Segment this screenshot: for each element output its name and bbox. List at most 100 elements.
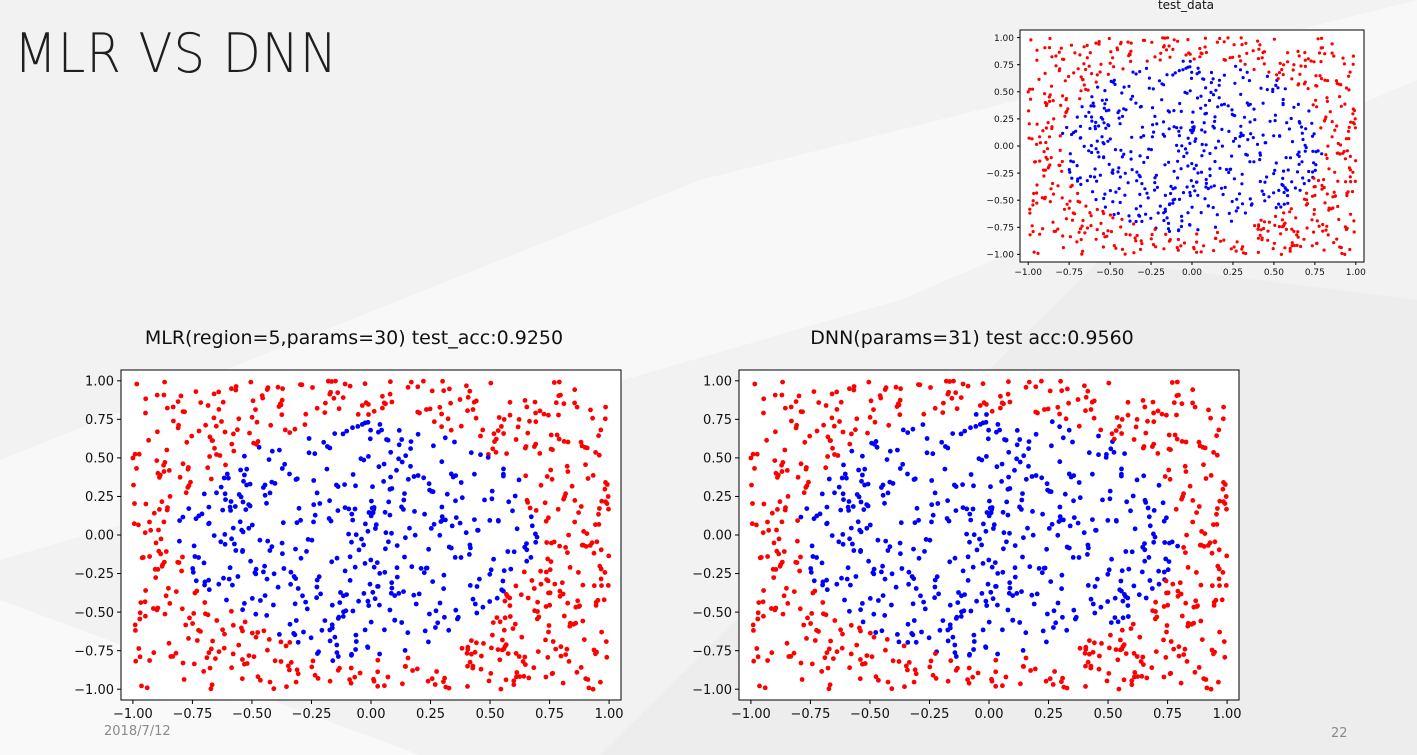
- data-point-inner: [350, 472, 356, 477]
- data-point-inner: [865, 503, 871, 509]
- data-point-outer: [207, 665, 213, 671]
- data-point-outer: [798, 660, 804, 666]
- data-point-outer: [205, 465, 211, 471]
- data-point-inner: [1046, 526, 1052, 531]
- data-point-outer: [853, 427, 858, 433]
- data-point-outer: [1101, 209, 1105, 213]
- data-point-inner: [889, 571, 895, 577]
- data-point-inner: [367, 436, 373, 442]
- data-point-outer: [1087, 651, 1092, 657]
- data-point-outer: [298, 382, 303, 387]
- data-point-inner: [347, 578, 353, 583]
- data-point-outer: [1035, 58, 1039, 62]
- y-tick-label: 0.00: [994, 142, 1014, 152]
- data-point-outer: [1142, 404, 1148, 410]
- data-point-outer: [159, 499, 165, 505]
- data-point-inner: [264, 576, 270, 582]
- data-point-outer: [1089, 214, 1093, 218]
- data-point-inner: [407, 525, 412, 531]
- data-point-outer: [757, 683, 762, 689]
- data-point-inner: [1023, 630, 1029, 636]
- data-point-outer: [1172, 432, 1178, 438]
- data-point-inner: [377, 602, 382, 608]
- data-point-outer: [769, 510, 775, 516]
- data-point-outer: [598, 427, 604, 433]
- data-point-outer: [553, 646, 559, 652]
- data-point-outer: [1216, 427, 1222, 433]
- data-point-outer: [1111, 216, 1115, 220]
- data-point-outer: [473, 415, 479, 421]
- data-point-inner: [294, 520, 300, 526]
- data-point-inner: [1123, 193, 1127, 197]
- data-point-outer: [1239, 36, 1243, 40]
- data-point-inner: [1117, 166, 1121, 170]
- data-point-inner: [1033, 431, 1039, 437]
- data-point-outer: [1332, 54, 1336, 58]
- data-point-outer: [960, 381, 966, 387]
- data-point-outer: [1044, 126, 1048, 130]
- data-point-outer: [1068, 199, 1072, 203]
- data-point-outer: [1139, 239, 1143, 243]
- data-point-outer: [465, 644, 471, 650]
- data-point-inner: [1134, 219, 1138, 224]
- data-point-outer: [155, 567, 161, 572]
- data-point-outer: [177, 474, 183, 480]
- data-point-outer: [312, 672, 318, 678]
- data-point-inner: [383, 530, 389, 536]
- data-point-inner: [1272, 191, 1276, 195]
- data-point-inner: [269, 544, 275, 550]
- data-point-outer: [1000, 683, 1005, 689]
- data-point-outer: [848, 622, 854, 628]
- data-point-outer: [1059, 103, 1063, 107]
- data-point-outer: [771, 575, 777, 580]
- data-point-outer: [1315, 105, 1319, 109]
- data-point-outer: [302, 422, 308, 427]
- data-point-outer: [532, 399, 538, 405]
- data-point-outer: [142, 599, 148, 605]
- data-point-outer: [1060, 159, 1064, 164]
- data-point-outer: [574, 669, 580, 675]
- data-point-outer: [1090, 649, 1096, 655]
- data-point-inner: [1123, 549, 1129, 554]
- data-point-inner: [841, 497, 846, 502]
- data-point-outer: [1051, 192, 1056, 196]
- data-point-inner: [1102, 106, 1106, 110]
- data-point-outer: [1044, 103, 1048, 108]
- data-point-outer: [905, 667, 910, 673]
- data-point-inner: [1297, 162, 1301, 166]
- data-point-outer: [533, 419, 539, 425]
- data-point-outer: [1279, 232, 1283, 236]
- data-point-outer: [1310, 194, 1315, 198]
- data-point-outer: [758, 555, 764, 560]
- data-point-outer: [1152, 616, 1158, 622]
- data-point-inner: [999, 479, 1004, 484]
- data-point-inner: [1208, 174, 1212, 178]
- data-point-outer: [777, 499, 783, 505]
- data-point-outer: [1094, 80, 1098, 84]
- data-point-inner: [946, 518, 952, 524]
- data-point-outer: [502, 615, 508, 621]
- data-point-inner: [1144, 66, 1149, 70]
- data-point-inner: [443, 517, 448, 523]
- data-point-inner: [1151, 123, 1155, 127]
- data-point-outer: [797, 606, 803, 612]
- data-point-inner: [446, 544, 452, 550]
- data-point-outer: [1352, 122, 1356, 126]
- data-point-inner: [524, 547, 530, 553]
- data-point-inner: [1114, 190, 1118, 194]
- data-point-outer: [1326, 79, 1330, 83]
- plot-frame: [120, 369, 622, 701]
- data-point-inner: [1105, 518, 1111, 523]
- data-point-inner: [1166, 221, 1171, 225]
- data-point-outer: [1114, 246, 1118, 250]
- data-point-inner: [279, 466, 285, 471]
- data-point-inner: [1316, 149, 1320, 153]
- data-point-outer: [885, 679, 891, 685]
- data-point-inner: [304, 549, 309, 554]
- data-point-outer: [272, 658, 278, 664]
- data-point-outer: [603, 639, 609, 644]
- data-point-outer: [1319, 60, 1323, 64]
- data-point-inner: [1283, 87, 1287, 91]
- data-point-outer: [1229, 247, 1233, 251]
- data-point-inner: [1122, 592, 1127, 597]
